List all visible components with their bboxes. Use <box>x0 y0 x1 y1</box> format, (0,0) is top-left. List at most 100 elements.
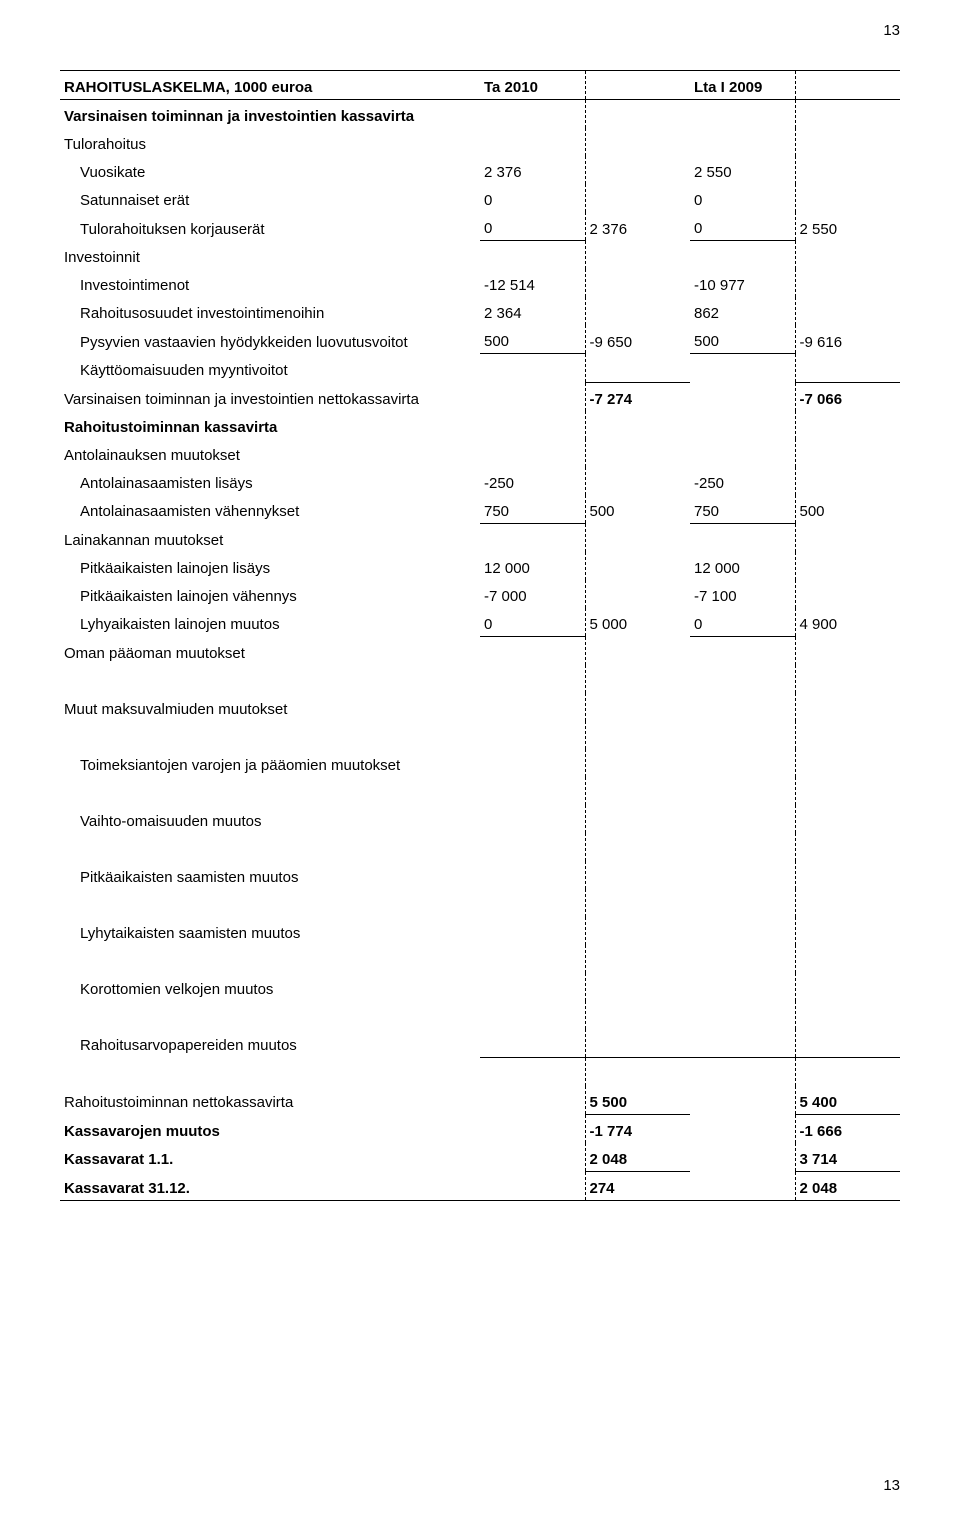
cell: 2 550 <box>690 156 795 184</box>
row-label: Varsinaisen toiminnan ja investointien n… <box>60 382 480 411</box>
row-label: Pitkäaikaisten lainojen lisäys <box>60 552 480 580</box>
row-label: Investointimenot <box>60 269 480 297</box>
cell: 2 048 <box>585 1143 690 1172</box>
cell: -12 514 <box>480 269 585 297</box>
table-row: Vuosikate 2 376 2 550 <box>60 156 900 184</box>
table-row: Korottomien velkojen muutos <box>60 973 900 1001</box>
cell: 2 376 <box>480 156 585 184</box>
row-label: Oman pääoman muutokset <box>60 636 480 665</box>
table-row: Antolainauksen muutokset <box>60 439 900 467</box>
table-row: Muut maksuvalmiuden muutokset <box>60 693 900 721</box>
table-row: Vaihto-omaisuuden muutos <box>60 805 900 833</box>
table-row: Lyhyaikaisten lainojen muutos 0 5 000 0 … <box>60 608 900 637</box>
row-label: Vuosikate <box>60 156 480 184</box>
table-row: Antolainasaamisten vähennykset 750 500 7… <box>60 495 900 524</box>
table-row: Tulorahoitus <box>60 128 900 156</box>
cell: -250 <box>690 467 795 495</box>
cell: 5 500 <box>585 1086 690 1115</box>
table-row <box>60 1001 900 1029</box>
table-row: Kassavarat 1.1. 2 048 3 714 <box>60 1143 900 1172</box>
cell: -1 666 <box>795 1114 900 1143</box>
cell: 862 <box>690 297 795 325</box>
table-row: Toimeksiantojen varojen ja pääomien muut… <box>60 749 900 777</box>
cell: 2 364 <box>480 297 585 325</box>
header-col1: Ta 2010 <box>480 71 585 100</box>
table-row: Kassavarat 31.12. 274 2 048 <box>60 1171 900 1200</box>
cell: -7 100 <box>690 580 795 608</box>
row-label: Varsinaisen toiminnan ja investointien k… <box>60 100 480 129</box>
row-label: Muut maksuvalmiuden muutokset <box>60 693 480 721</box>
table-row: Rahoitusosuudet investointimenoihin 2 36… <box>60 297 900 325</box>
table-row: Oman pääoman muutokset <box>60 636 900 665</box>
cell: -7 066 <box>795 382 900 411</box>
table-row: Varsinaisen toiminnan ja investointien n… <box>60 382 900 411</box>
table-row: Lainakannan muutokset <box>60 523 900 552</box>
row-label: Kassavarat 1.1. <box>60 1143 480 1172</box>
table-row: Rahoitusarvopapereiden muutos <box>60 1029 900 1058</box>
row-label: Lainakannan muutokset <box>60 523 480 552</box>
table-row: Lyhytaikaisten saamisten muutos <box>60 917 900 945</box>
table-row <box>60 1057 900 1086</box>
cell: -9 616 <box>795 325 900 354</box>
cell: 500 <box>585 495 690 524</box>
cell: 500 <box>480 325 585 354</box>
cell: 2 376 <box>585 212 690 241</box>
page: 13 RAHOITUSLASKELMA, 1000 euroa Ta 2010 … <box>0 0 960 1524</box>
row-label: Rahoitusosuudet investointimenoihin <box>60 297 480 325</box>
row-label: Käyttöomaisuuden myyntivoitot <box>60 354 480 383</box>
table-row <box>60 945 900 973</box>
table-row: Tulorahoituksen korjauserät 0 2 376 0 2 … <box>60 212 900 241</box>
table-row: Varsinaisen toiminnan ja investointien k… <box>60 100 900 129</box>
row-label: Antolainasaamisten lisäys <box>60 467 480 495</box>
row-label: Lyhyaikaisten lainojen muutos <box>60 608 480 637</box>
row-label: Antolainasaamisten vähennykset <box>60 495 480 524</box>
cell: 4 900 <box>795 608 900 637</box>
cell: -1 774 <box>585 1114 690 1143</box>
page-number-top: 13 <box>883 22 900 39</box>
table-row: Pitkäaikaisten saamisten muutos <box>60 861 900 889</box>
table-row: Antolainasaamisten lisäys -250 -250 <box>60 467 900 495</box>
cell: 0 <box>480 212 585 241</box>
cell: 0 <box>480 184 585 212</box>
cell: 0 <box>480 608 585 637</box>
row-label: Antolainauksen muutokset <box>60 439 480 467</box>
row-label: Pitkäaikaisten lainojen vähennys <box>60 580 480 608</box>
row-label: Toimeksiantojen varojen ja pääomien muut… <box>60 749 480 777</box>
table-row <box>60 665 900 693</box>
table-row <box>60 833 900 861</box>
cell: 2 048 <box>795 1171 900 1200</box>
header-col2: Lta I 2009 <box>690 71 795 100</box>
cell: -7 000 <box>480 580 585 608</box>
table-row: Satunnaiset erät 0 0 <box>60 184 900 212</box>
table-row: Pitkäaikaisten lainojen lisäys 12 000 12… <box>60 552 900 580</box>
table-row: Kassavarojen muutos -1 774 -1 666 <box>60 1114 900 1143</box>
row-label: Korottomien velkojen muutos <box>60 973 480 1001</box>
header-title: RAHOITUSLASKELMA, 1000 euroa <box>60 71 480 100</box>
row-label: Rahoitustoiminnan kassavirta <box>60 411 480 439</box>
row-label: Tulorahoituksen korjauserät <box>60 212 480 241</box>
cell: -7 274 <box>585 382 690 411</box>
cell: 12 000 <box>480 552 585 580</box>
row-label: Satunnaiset erät <box>60 184 480 212</box>
table-row: Käyttöomaisuuden myyntivoitot <box>60 354 900 383</box>
table-row <box>60 889 900 917</box>
cell: 5 000 <box>585 608 690 637</box>
cell: 5 400 <box>795 1086 900 1115</box>
table-header-row: RAHOITUSLASKELMA, 1000 euroa Ta 2010 Lta… <box>60 71 900 100</box>
row-label: Vaihto-omaisuuden muutos <box>60 805 480 833</box>
cell: 12 000 <box>690 552 795 580</box>
table-row <box>60 721 900 749</box>
table-row: Rahoitustoiminnan kassavirta <box>60 411 900 439</box>
row-label: Rahoitustoiminnan nettokassavirta <box>60 1086 480 1115</box>
row-label: Rahoitusarvopapereiden muutos <box>60 1029 480 1058</box>
cell: 0 <box>690 608 795 637</box>
cell: 0 <box>690 184 795 212</box>
cell: 3 714 <box>795 1143 900 1172</box>
financial-table: RAHOITUSLASKELMA, 1000 euroa Ta 2010 Lta… <box>60 70 900 1201</box>
table-row: Pysyvien vastaavien hyödykkeiden luovutu… <box>60 325 900 354</box>
table-row: Pitkäaikaisten lainojen vähennys -7 000 … <box>60 580 900 608</box>
row-label: Investoinnit <box>60 241 480 270</box>
cell: 750 <box>690 495 795 524</box>
cell: 2 550 <box>795 212 900 241</box>
row-label: Lyhytaikaisten saamisten muutos <box>60 917 480 945</box>
